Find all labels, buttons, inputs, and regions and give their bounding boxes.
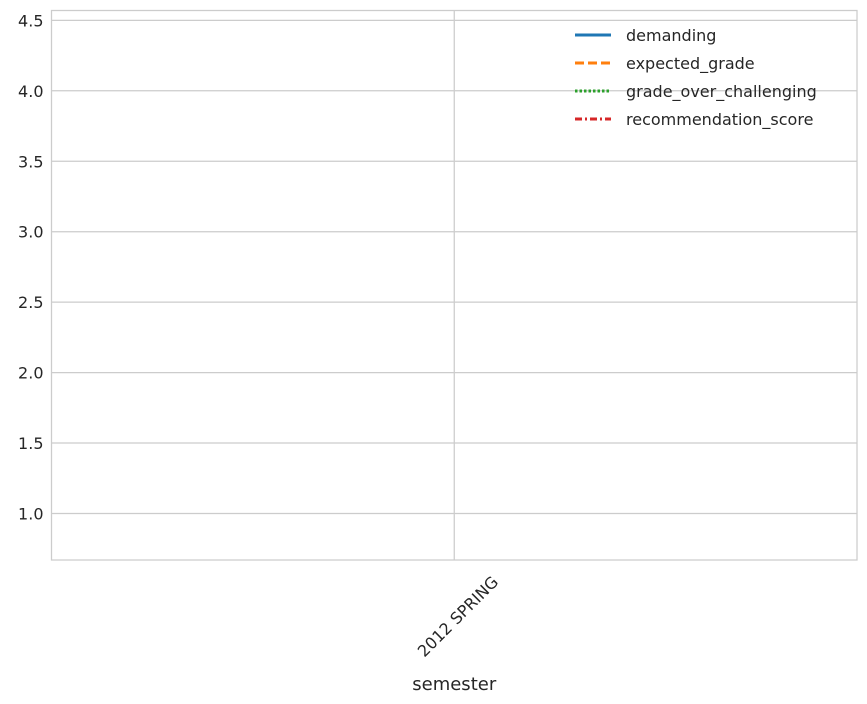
x-axis-label: semester bbox=[412, 674, 497, 695]
x-tick-label: 2012 SPRING bbox=[414, 572, 502, 660]
y-tick-label: 2.5 bbox=[18, 293, 43, 312]
y-tick-label: 1.5 bbox=[18, 434, 43, 453]
y-tick-label: 4.0 bbox=[18, 82, 43, 101]
legend: demanding expected_grade grade_over_challe… bbox=[575, 26, 817, 130]
legend-entry-label: recommendation_score bbox=[626, 110, 813, 130]
plot-area-frame bbox=[50, 9, 858, 561]
y-tick-label: 1.0 bbox=[18, 505, 43, 524]
y-tick-label: 3.0 bbox=[18, 223, 43, 242]
y-tick-label: 3.5 bbox=[18, 152, 43, 171]
legend-entry-label: demanding bbox=[626, 26, 716, 45]
legend-entry-label: expected_grade bbox=[626, 54, 755, 74]
y-tick-label: 2.0 bbox=[18, 364, 43, 383]
legend-entry-label: grade_over_challenging bbox=[626, 82, 817, 102]
y-axis-ticks: 1.0 1.5 2.0 2.5 3.0 3.5 4.0 4.5 bbox=[18, 11, 43, 523]
y-tick-label: 4.5 bbox=[18, 11, 43, 30]
grid-lines bbox=[51, 10, 857, 560]
x-axis-ticks: 2012 SPRING bbox=[414, 572, 502, 660]
